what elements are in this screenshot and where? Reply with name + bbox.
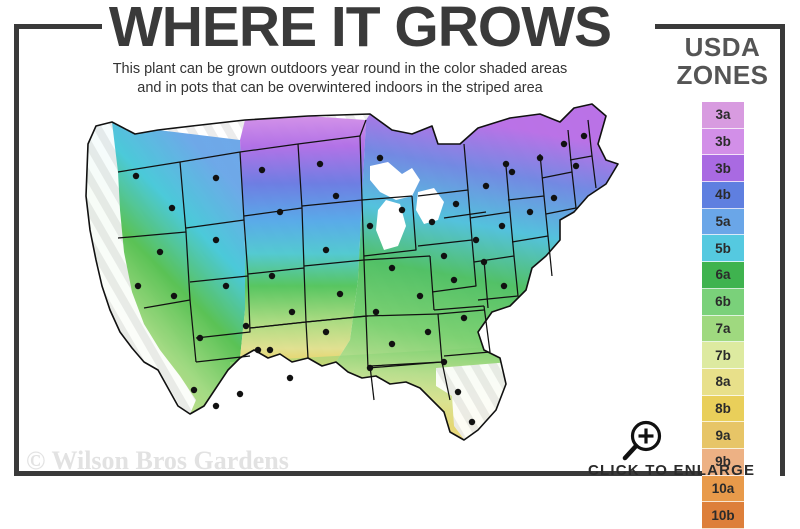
zone-swatch-3b-1[interactable]: 3b — [702, 128, 744, 156]
zone-label: 8b — [715, 400, 731, 416]
zone-swatch-7a-8[interactable]: 7a — [702, 315, 744, 343]
page-title: WHERE IT GROWS — [108, 0, 612, 59]
map-svg — [40, 100, 650, 460]
zone-swatch-4b-3[interactable]: 4b — [702, 182, 744, 209]
legend-heading: USDA ZONES — [660, 33, 785, 89]
legend-heading-line-2: ZONES — [676, 60, 769, 90]
watermark-credit: © Wilson Bros Gardens — [26, 446, 289, 475]
frame-zone-top-stub — [655, 24, 785, 29]
zone-swatch-9b-13[interactable]: 9b — [702, 448, 744, 476]
where-it-grows-infographic: WHERE IT GROWS This plant can be grown o… — [14, 0, 785, 529]
zone-label: 7a — [715, 320, 731, 336]
zone-label: 9a — [715, 427, 731, 443]
frame-left-edge — [14, 24, 19, 476]
frame-top-left-stub — [14, 24, 102, 29]
zone-swatch-6a-6[interactable]: 6a — [702, 262, 744, 289]
zone-label: 5b — [715, 240, 731, 256]
subtitle-line-1: This plant can be grown outdoors year ro… — [112, 61, 568, 77]
zone-label: 7b — [715, 347, 731, 363]
page-subtitle: This plant can be grown outdoors year ro… — [40, 60, 640, 98]
zone-label: 4b — [715, 187, 731, 203]
zone-label: 8a — [715, 374, 731, 390]
zone-label: 3b — [715, 160, 731, 176]
zone-swatch-5a-4[interactable]: 5a — [702, 208, 744, 236]
hardiness-zone-map[interactable] — [40, 100, 650, 460]
zone-swatch-10b-15[interactable]: 10b — [702, 502, 744, 529]
zone-label: 10a — [711, 480, 735, 496]
zone-swatch-8a-10[interactable]: 8a — [702, 368, 744, 396]
click-to-enlarge-label[interactable]: CLICK TO ENLARGE — [588, 462, 756, 479]
zone-label: 6a — [715, 267, 731, 283]
zone-label: 10b — [711, 507, 735, 523]
zone-label: 6b — [715, 294, 731, 310]
zone-swatch-5b-5[interactable]: 5b — [702, 235, 744, 263]
zone-label: 9b — [715, 454, 731, 470]
zone-label: 3a — [715, 107, 731, 123]
zone-swatch-3b-2[interactable]: 3b — [702, 155, 744, 183]
legend-heading-line-1: USDA — [684, 32, 761, 62]
city-markers — [132, 132, 588, 426]
subtitle-line-2: and in pots that can be overwintered ind… — [137, 80, 543, 96]
zone-label: 3b — [715, 134, 731, 150]
zone-label: 5a — [715, 214, 731, 230]
zone-swatch-6b-7[interactable]: 6b — [702, 288, 744, 316]
zone-swatch-10a-14[interactable]: 10a — [702, 475, 744, 503]
zone-legend-list: 3a 3b 3b 4b 5a 5b 6a 6b 7a 7b 8a 8b 9a 9b 10a 10b — [702, 102, 744, 529]
zone-swatch-3a-0[interactable]: 3a — [702, 102, 744, 129]
frame-right-edge — [780, 24, 785, 476]
state-borders — [85, 103, 619, 441]
zone-swatch-8b-11[interactable]: 8b — [702, 395, 744, 423]
zone-swatch-9a-12[interactable]: 9a — [702, 422, 744, 449]
magnifier-plus-icon[interactable] — [617, 417, 665, 465]
zone-swatch-7b-9[interactable]: 7b — [702, 342, 744, 369]
frame-bottom-edge — [14, 471, 734, 476]
